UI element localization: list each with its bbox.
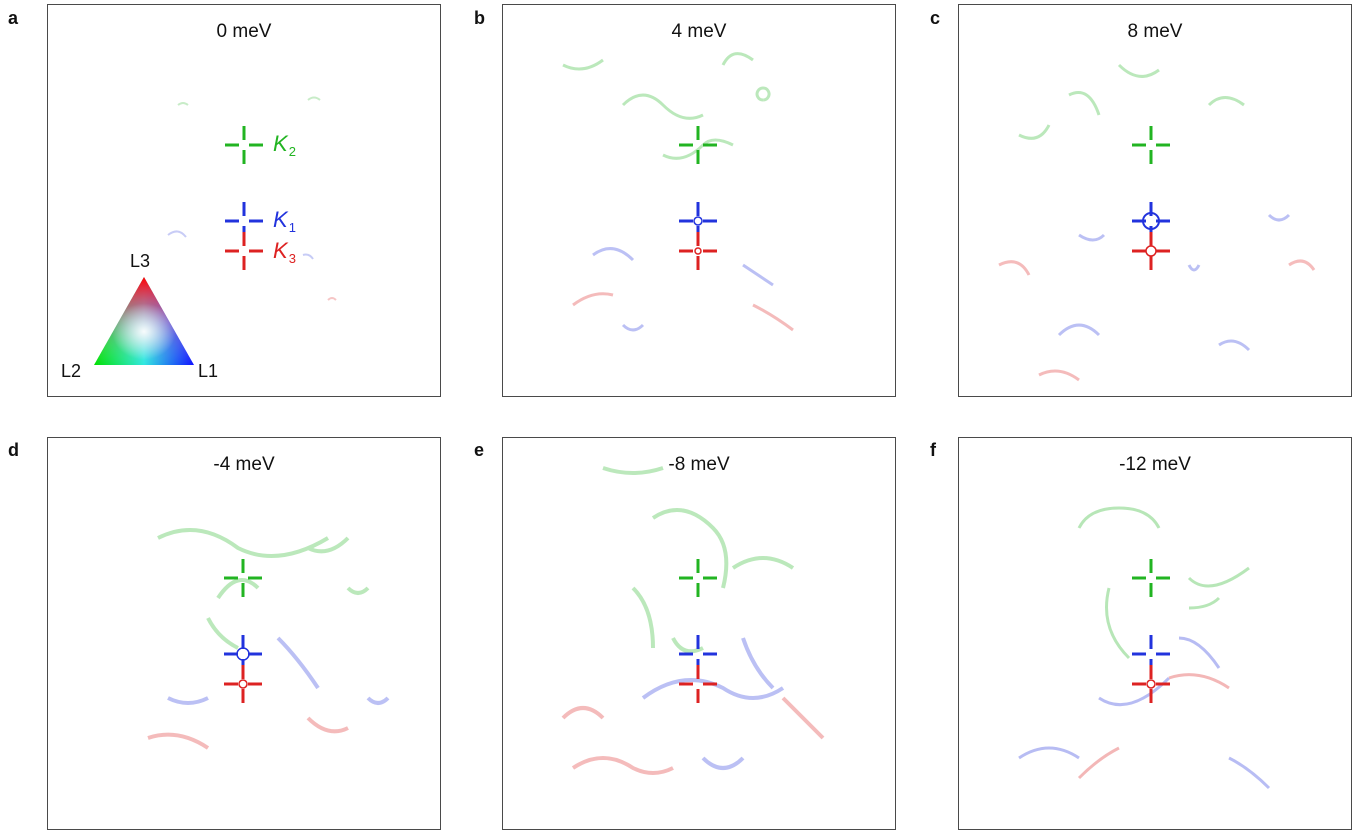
k2-marker [1132,559,1170,597]
panel-letter-c: c [930,8,941,28]
color-triangle-legend [94,277,194,365]
panel-letter-a: a [8,8,19,28]
k3-marker [1132,665,1170,703]
panel-title: -12 meV [1119,454,1191,475]
map-texture [562,52,794,332]
panel-letter-d: d [8,440,19,460]
k2-marker [224,559,262,597]
panel-title: 0 meV [216,21,272,42]
k3-marker [679,665,717,703]
k2-marker [679,559,717,597]
panel-d: -4 meV [47,437,441,830]
k2-label: K2 [273,131,296,159]
k3-marker [224,665,262,703]
map-texture [1018,506,1271,790]
panel-title: 4 meV [671,21,727,42]
panel-title: -4 meV [213,454,275,475]
k2-marker [1132,126,1170,164]
k3-marker [225,232,263,270]
map-texture [998,63,1316,382]
k2-marker [225,126,263,164]
panel-b: 4 meV [502,4,896,397]
k3-marker [679,232,717,270]
panel-c: 8 meV [958,4,1352,397]
k2-marker [679,126,717,164]
panel-a: 0 meV K2 K1 K3 [47,4,441,397]
panel-e: -8 meV [502,437,896,830]
k1-marker [225,202,263,240]
map-texture [167,96,337,301]
legend-label-l1: L1 [198,361,219,381]
panel-letter-f: f [930,440,936,460]
k3-label: K3 [273,238,296,266]
map-texture [561,466,825,775]
panel-title: 8 meV [1127,21,1183,42]
panel-f: -12 meV [958,437,1352,830]
panel-letter-e: e [474,440,485,460]
panel-title: -8 meV [668,454,730,475]
k1-label: K1 [273,207,296,235]
legend-label-l2: L2 [61,361,82,381]
panel-letter-b: b [474,8,485,28]
map-texture [147,528,390,750]
k3-marker [1132,232,1170,270]
legend-label-l3: L3 [130,251,151,271]
